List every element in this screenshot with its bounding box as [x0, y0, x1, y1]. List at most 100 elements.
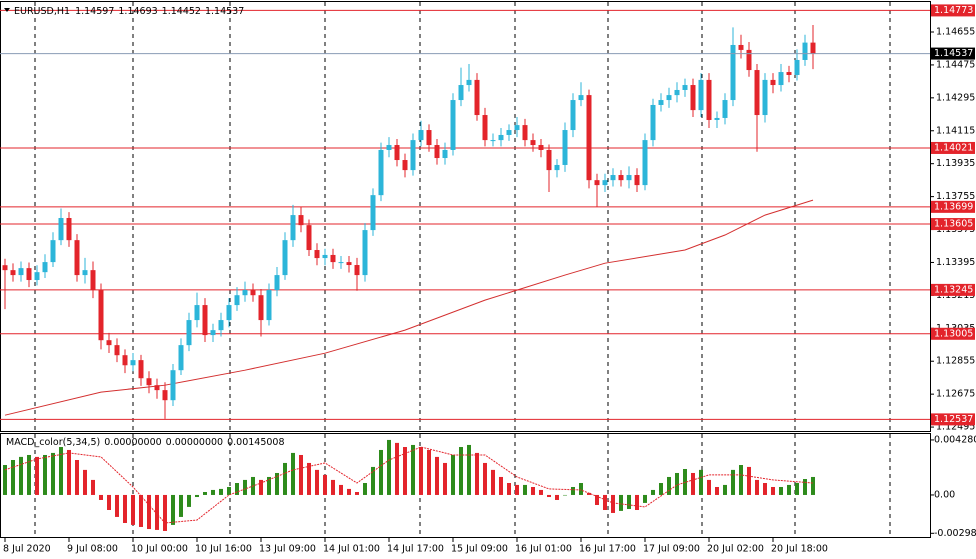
candle-body	[522, 125, 528, 141]
macd-bar	[299, 454, 303, 495]
candle-body	[722, 100, 728, 118]
macd-bar	[731, 469, 735, 495]
macd-bar	[435, 456, 439, 495]
level-label-box	[931, 218, 975, 231]
signal-line	[4, 446, 814, 524]
macd-bar	[67, 449, 71, 495]
macd-bar	[331, 479, 335, 495]
candle-body	[314, 250, 320, 259]
candle-body	[690, 85, 696, 111]
macd-bar	[363, 483, 367, 495]
macd-bar	[323, 474, 327, 495]
y-tick-label: 1.12495	[936, 422, 975, 433]
macd-bar	[723, 484, 727, 495]
macd-bar	[115, 494, 119, 517]
candle-body	[578, 95, 584, 101]
macd-bar	[787, 484, 791, 495]
macd-bar	[187, 494, 191, 507]
candle-body	[266, 290, 272, 321]
macd-bar	[275, 472, 279, 495]
macd-bar	[771, 486, 775, 495]
macd-bar	[155, 494, 159, 530]
macd-bar	[635, 494, 639, 511]
x-tick-label: 17 Jul 09:00	[643, 544, 700, 555]
macd-bar	[763, 483, 767, 495]
macd-bar	[419, 447, 423, 495]
y-tick-label: 1.12675	[936, 389, 975, 400]
macd-bar	[11, 459, 15, 495]
macd-title: MACD_color(5,34,5)	[6, 437, 100, 448]
candle-body	[402, 160, 408, 171]
candle-body	[194, 305, 200, 321]
candle-body	[458, 85, 464, 101]
vertical-grid	[34, 2, 891, 538]
candle-body	[274, 275, 280, 291]
macd-bar	[779, 486, 783, 495]
candle-body	[2, 265, 8, 271]
macd-bar	[203, 492, 207, 495]
macd-bar	[691, 472, 695, 495]
candle-body	[450, 100, 456, 150]
candle-body	[106, 340, 112, 346]
candle-body	[370, 195, 376, 231]
macd-bar	[235, 483, 239, 495]
macd-bar	[195, 494, 199, 498]
macd-bar	[403, 447, 407, 495]
macd-bar	[123, 494, 127, 523]
candle-body	[34, 272, 40, 281]
candle-body	[58, 218, 64, 241]
macd-bar	[611, 494, 615, 513]
candle-body	[674, 89, 680, 96]
menu-arrow	[4, 8, 10, 12]
candle-body	[66, 218, 72, 241]
macd-bar	[163, 494, 167, 531]
candle-body	[530, 140, 536, 146]
candle-body	[386, 145, 392, 150]
candle-body	[82, 270, 88, 276]
x-tick-label: 14 Jul 17:00	[387, 544, 444, 555]
candle-body	[50, 240, 56, 263]
macd-bar	[627, 494, 631, 509]
candle-body	[634, 175, 640, 186]
macd-bar	[35, 456, 39, 495]
macd-bar	[603, 494, 607, 511]
macd-bar	[315, 469, 319, 495]
x-tick-label: 20 Jul 18:00	[771, 544, 828, 555]
macd-bar	[659, 483, 663, 495]
candle-body	[346, 262, 352, 266]
candle-body	[354, 265, 360, 276]
macd-bar	[803, 479, 807, 495]
header-high: 1.14693	[118, 6, 157, 17]
candle-body	[482, 115, 488, 141]
x-tick-label: 15 Jul 09:00	[451, 544, 508, 555]
level-label: 1.13699	[934, 201, 973, 212]
candle-body	[602, 180, 608, 186]
macd-bar	[579, 483, 583, 495]
y-tick-label: 1.14475	[936, 59, 975, 70]
macd-bar	[427, 449, 431, 495]
macd-bar	[539, 489, 543, 495]
candle-body	[786, 72, 792, 75]
main-frame	[0, 1, 931, 432]
macd-bar	[395, 442, 399, 495]
macd-bar	[227, 486, 231, 495]
macd-bar	[171, 494, 175, 525]
candle-body	[226, 305, 232, 321]
macd-bar	[291, 452, 295, 495]
y-tick-label: 1.14655	[936, 26, 975, 37]
macd-readout: 0.00000000	[166, 437, 223, 448]
macd-bar	[547, 494, 551, 498]
macd-bar	[27, 454, 31, 495]
y-tick-label: 1.12855	[936, 356, 975, 367]
candle-body	[114, 345, 120, 356]
x-tick-label: 14 Jul 01:00	[323, 544, 380, 555]
candle-body	[658, 100, 664, 105]
header-open: 1.14597	[75, 6, 114, 17]
macd-bar	[739, 465, 743, 495]
macd-bar	[211, 489, 215, 495]
level-label-box	[931, 4, 975, 17]
macd-bar	[595, 494, 599, 505]
candle-body	[642, 140, 648, 186]
candle-body	[322, 254, 328, 259]
candle-body	[570, 100, 576, 131]
